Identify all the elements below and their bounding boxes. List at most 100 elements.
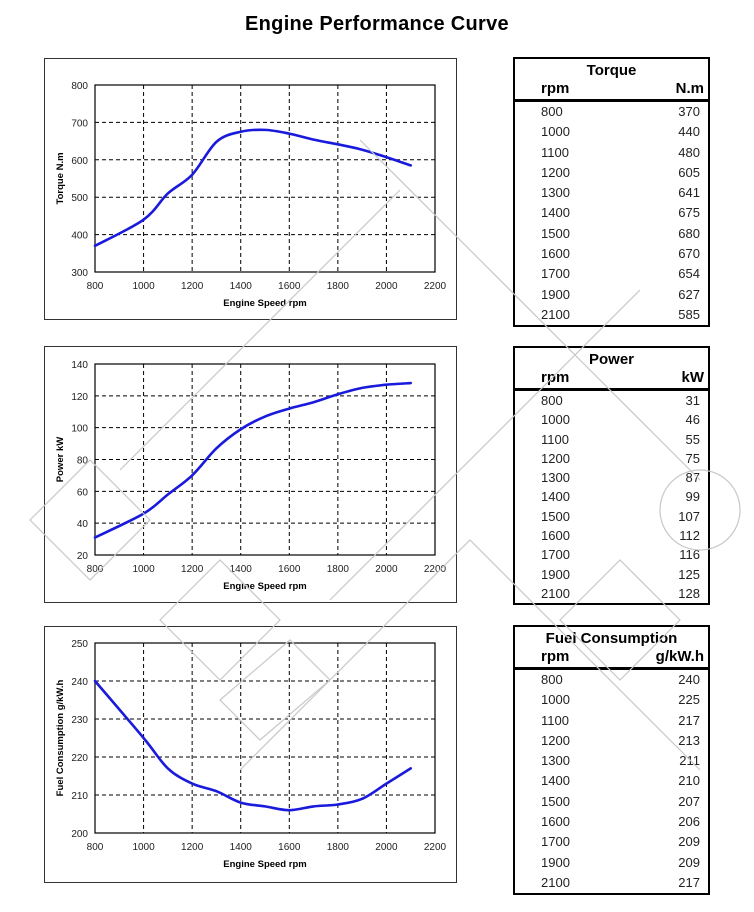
table-body: 800 370 1000 440 1100 480 1200 605 1300 641 1400 67… [515,102,708,325]
y-tick-label: 140 [71,360,88,371]
rpm-cell: 1200 [541,732,570,748]
header-rpm: rpm [541,648,570,665]
value-cell: 213 [678,732,700,748]
x-tick-label: 1600 [278,564,301,575]
x-tick-label: 1800 [327,281,350,292]
table-title: Torque [586,62,637,79]
rpm-cell: 2100 [541,874,570,890]
rpm-cell: 1100 [541,431,569,447]
table-row: 1100 217 [515,711,708,731]
x-tick-label: 1000 [132,564,155,575]
value-cell: 87 [685,470,700,486]
table-row: 1300 211 [515,751,708,771]
y-tick-label: 700 [71,118,88,129]
table-row: 800 240 [515,670,708,690]
table-row: 1000 440 [515,122,708,142]
table-body: 800 240 1000 225 1100 217 1200 213 1300 211 1400 21… [515,670,708,893]
value-cell: 627 [678,286,700,302]
table-row: 1700 654 [515,264,708,284]
rpm-cell: 1500 [541,225,570,241]
value-cell: 55 [685,431,700,447]
value-cell: 211 [679,753,700,769]
rpm-cell: 1900 [541,286,570,302]
value-cell: 680 [678,225,700,241]
value-cell: 670 [678,246,700,262]
y-tick-label: 100 [71,424,88,435]
power-chart: 800 1000 1200 1400 1600 1800 2000 2200 20 40 60 80 1… [44,346,457,603]
table-row: 2100 217 [515,873,708,893]
rpm-cell: 1000 [541,692,570,708]
value-cell: 209 [678,854,700,870]
x-tick-label: 1400 [230,564,253,575]
table-row: 1300 87 [515,468,708,487]
table-row: 1100 55 [515,430,708,449]
rpm-cell: 1600 [541,246,570,262]
series-line [93,679,413,812]
x-tick-label: 2000 [375,281,398,292]
x-tick-label: 800 [87,564,104,575]
value-cell: 480 [678,144,700,160]
table-row: 1400 210 [515,771,708,791]
y-tick-label: 800 [71,81,88,92]
x-tick-label: 1400 [230,842,253,853]
table-row: 1000 225 [515,690,708,710]
table-row: 1000 46 [515,410,708,429]
x-tick-label: 1000 [132,281,155,292]
y-axis-label: Torque N.m [55,152,66,204]
rpm-cell: 1700 [541,266,570,282]
torque-chart: 800 1000 1200 1400 1600 1800 2000 2200 300 400 500… [44,58,457,320]
value-cell: 207 [678,793,700,809]
series-line [93,381,413,539]
rpm-cell: 1700 [541,547,570,563]
table-header: rpm kW [515,369,708,391]
rpm-cell: 1700 [541,834,570,850]
value-cell: 217 [678,874,700,890]
table-row: 1500 207 [515,792,708,812]
value-cell: 75 [685,450,700,466]
rpm-cell: 1500 [541,793,570,809]
y-axis-label: Power kW [55,437,66,482]
x-tick-label: 1000 [132,842,155,853]
y-tick-label: 250 [71,639,88,650]
table-row: 800 31 [515,391,708,410]
table-row: 1700 116 [515,545,708,564]
x-tick-label: 1800 [327,842,350,853]
value-cell: 107 [678,508,700,524]
x-tick-label: 1400 [230,281,253,292]
rpm-cell: 1600 [541,528,570,544]
table-row: 1600 670 [515,244,708,264]
header-unit: g/kW.h [655,648,704,665]
table-row: 1700 209 [515,832,708,852]
rpm-cell: 800 [541,672,563,687]
rpm-cell: 1300 [541,753,570,769]
y-tick-label: 60 [77,487,89,498]
y-tick-label: 500 [71,193,88,204]
x-tick-label: 2200 [424,842,447,853]
value-cell: 206 [678,814,700,830]
y-tick-label: 80 [77,456,89,467]
y-tick-label: 40 [77,519,89,530]
rpm-cell: 800 [541,393,563,408]
plot-area-border [94,642,436,834]
table-row: 1100 480 [515,143,708,163]
value-cell: 210 [678,773,700,789]
fuel-table: Fuel Consumption rpm g/kW.h 800 240 1000 22… [513,625,710,896]
fuel-chart-svg: 800 1000 1200 1400 1600 1800 2000 2200 200 210 220… [55,639,447,870]
y-tick-label: 210 [71,791,88,802]
page-title: Engine Performance Curve [245,13,509,35]
y-tick-label: 220 [71,753,88,764]
x-tick-label: 1200 [181,842,204,853]
rpm-cell: 1300 [541,470,570,486]
value-cell: 46 [685,412,700,428]
rpm-cell: 1400 [541,205,570,221]
header-rpm: rpm [541,80,570,97]
x-axis-label: Engine Speed rpm [223,581,306,592]
x-tick-label: 800 [87,281,104,292]
series-line [93,128,413,248]
table-row: 2100 128 [515,584,708,603]
rpm-cell: 1300 [541,185,570,201]
value-cell: 209 [678,834,700,850]
x-tick-label: 1600 [278,281,301,292]
header-unit: kW [681,369,705,386]
value-cell: 654 [678,266,700,282]
